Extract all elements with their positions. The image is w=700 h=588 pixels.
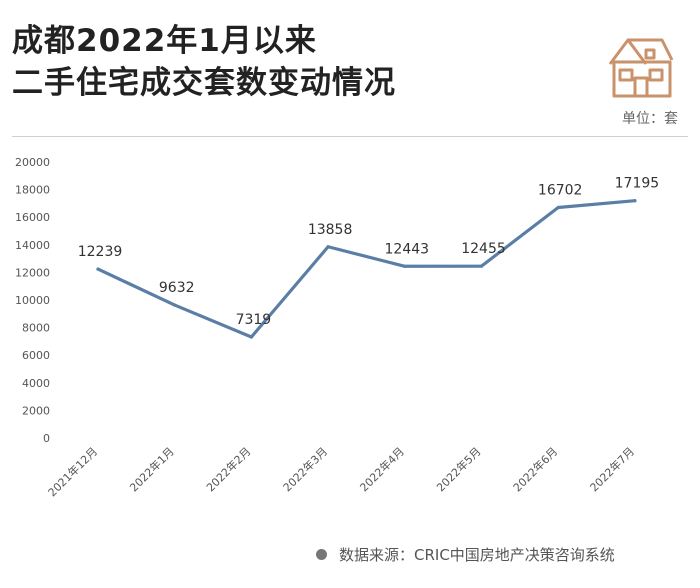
data-source: 数据来源：CRIC中国房地产决策咨询系统 bbox=[316, 544, 615, 565]
title-line-1: 成都2022年1月以来 bbox=[12, 23, 317, 59]
x-tick-label: 2022年5月 bbox=[433, 444, 483, 494]
data-label: 16702 bbox=[538, 183, 583, 199]
data-point bbox=[633, 199, 637, 203]
x-tick-label: 2022年1月 bbox=[127, 444, 177, 494]
series-line bbox=[96, 199, 637, 339]
data-label: 17195 bbox=[615, 176, 660, 192]
data-point bbox=[403, 264, 407, 268]
y-tick-label: 18000 bbox=[15, 184, 50, 197]
data-label: 13858 bbox=[308, 222, 353, 238]
y-tick-label: 4000 bbox=[22, 377, 50, 390]
title-line-2: 二手住宅成交套数变动情况 bbox=[12, 65, 396, 101]
y-tick-label: 12000 bbox=[15, 266, 50, 279]
x-tick-label: 2022年4月 bbox=[357, 444, 407, 494]
chart-title: 成都2022年1月以来 二手住宅成交套数变动情况 bbox=[12, 20, 396, 104]
unit-label: 单位：套 bbox=[622, 111, 678, 127]
y-tick-label: 8000 bbox=[22, 322, 50, 335]
y-tick-label: 20000 bbox=[15, 156, 50, 169]
line-chart: 0 2000 4000 6000 8000 10000 12000 14000 16000 180… bbox=[15, 156, 660, 499]
source-bullet-icon bbox=[316, 549, 327, 560]
x-tick-label: 2022年7月 bbox=[587, 444, 637, 494]
data-point bbox=[249, 335, 253, 339]
data-point bbox=[173, 303, 177, 307]
source-text: 数据来源：CRIC中国房地产决策咨询系统 bbox=[339, 546, 615, 564]
y-tick-label: 14000 bbox=[15, 239, 50, 252]
y-tick-label: 6000 bbox=[22, 349, 50, 362]
x-tick-label: 2021年12月 bbox=[45, 444, 100, 499]
y-tick-label: 0 bbox=[43, 432, 50, 445]
x-tick-label: 2022年6月 bbox=[510, 444, 560, 494]
data-point bbox=[96, 267, 100, 271]
data-label: 9632 bbox=[159, 280, 195, 296]
data-point bbox=[556, 205, 560, 210]
data-label: 12443 bbox=[385, 241, 430, 257]
data-point bbox=[479, 264, 484, 268]
y-tick-label: 10000 bbox=[15, 294, 50, 307]
data-label: 12239 bbox=[78, 244, 123, 260]
x-tick-label: 2022年3月 bbox=[280, 444, 330, 494]
house-logo-icon bbox=[608, 38, 674, 98]
data-point bbox=[326, 245, 330, 249]
header-divider bbox=[12, 136, 688, 137]
data-label: 7319 bbox=[236, 312, 272, 328]
x-tick-label: 2022年2月 bbox=[203, 444, 253, 494]
data-label: 12455 bbox=[461, 241, 506, 257]
y-tick-label: 16000 bbox=[15, 211, 50, 224]
y-tick-label: 2000 bbox=[22, 404, 50, 417]
